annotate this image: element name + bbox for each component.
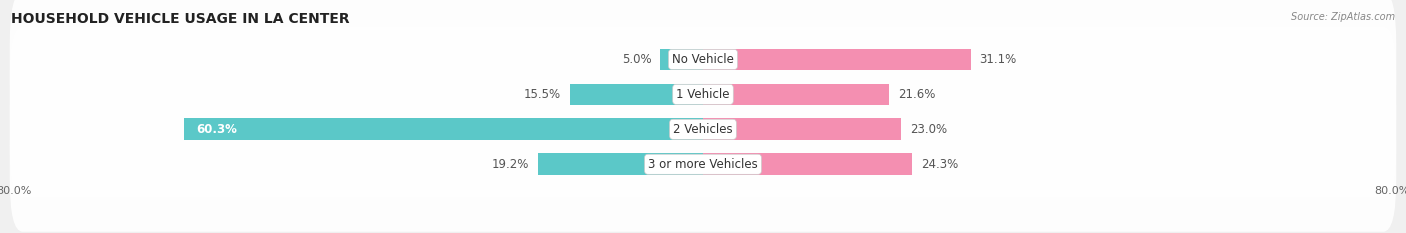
Text: 31.1%: 31.1% (980, 53, 1017, 66)
Text: 19.2%: 19.2% (492, 158, 529, 171)
Text: 21.6%: 21.6% (897, 88, 935, 101)
Bar (703, 154, 912, 175)
Text: 23.0%: 23.0% (910, 123, 946, 136)
Text: Source: ZipAtlas.com: Source: ZipAtlas.com (1291, 12, 1395, 22)
Bar (703, 49, 970, 70)
Text: No Vehicle: No Vehicle (672, 53, 734, 66)
Bar (703, 118, 901, 140)
Text: 2 Vehicles: 2 Vehicles (673, 123, 733, 136)
Text: 1 Vehicle: 1 Vehicle (676, 88, 730, 101)
Bar (569, 84, 703, 105)
Text: 15.5%: 15.5% (524, 88, 561, 101)
FancyBboxPatch shape (10, 62, 1396, 197)
Text: 24.3%: 24.3% (921, 158, 957, 171)
Bar (659, 49, 703, 70)
Text: 60.3%: 60.3% (197, 123, 238, 136)
FancyBboxPatch shape (10, 97, 1396, 232)
Text: 5.0%: 5.0% (621, 53, 651, 66)
FancyBboxPatch shape (10, 0, 1396, 127)
Text: HOUSEHOLD VEHICLE USAGE IN LA CENTER: HOUSEHOLD VEHICLE USAGE IN LA CENTER (11, 12, 350, 26)
Bar (703, 84, 889, 105)
Bar (537, 154, 703, 175)
Bar (184, 118, 703, 140)
Text: 3 or more Vehicles: 3 or more Vehicles (648, 158, 758, 171)
FancyBboxPatch shape (10, 27, 1396, 162)
